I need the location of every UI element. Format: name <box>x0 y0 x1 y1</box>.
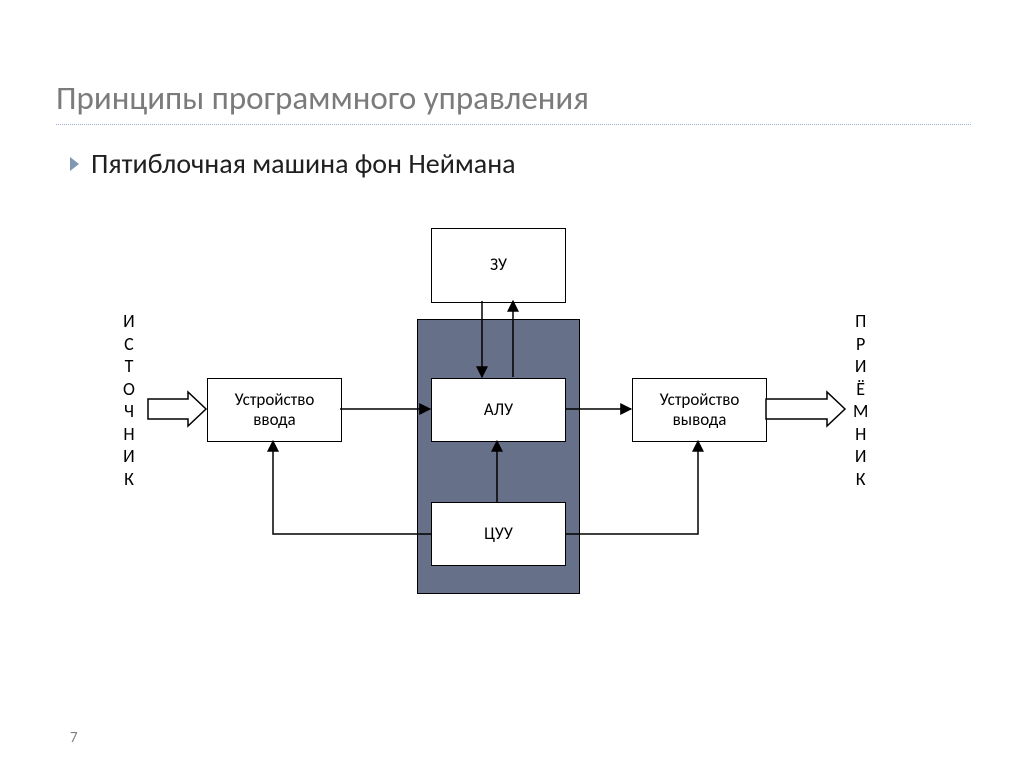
receiver-vertical-label: ПРИЁМНИК <box>853 310 868 490</box>
input-device-box: Устройствоввода <box>207 378 342 442</box>
source-to-input <box>148 392 206 426</box>
page-number: 7 <box>70 729 78 747</box>
source-vertical-label: ИСТОЧНИК <box>123 310 135 490</box>
memory-box: ЗУ <box>431 228 566 303</box>
output-device-label: Устройствовывода <box>660 390 740 431</box>
output-device-box: Устройствовывода <box>632 378 767 442</box>
memory-label: ЗУ <box>490 255 507 275</box>
cuu-to-output <box>565 441 698 534</box>
control-unit-label: ЦУУ <box>484 524 513 544</box>
output-to-sink <box>766 392 845 426</box>
alu-box: АЛУ <box>431 378 566 442</box>
alu-label: АЛУ <box>484 400 513 420</box>
cuu-to-input <box>273 441 431 534</box>
von-neumann-diagram: ЗУ АЛУ ЦУУ Устройствоввода Устройствовыв… <box>0 0 1024 767</box>
input-device-label: Устройствоввода <box>235 390 315 431</box>
control-unit-box: ЦУУ <box>431 502 566 566</box>
